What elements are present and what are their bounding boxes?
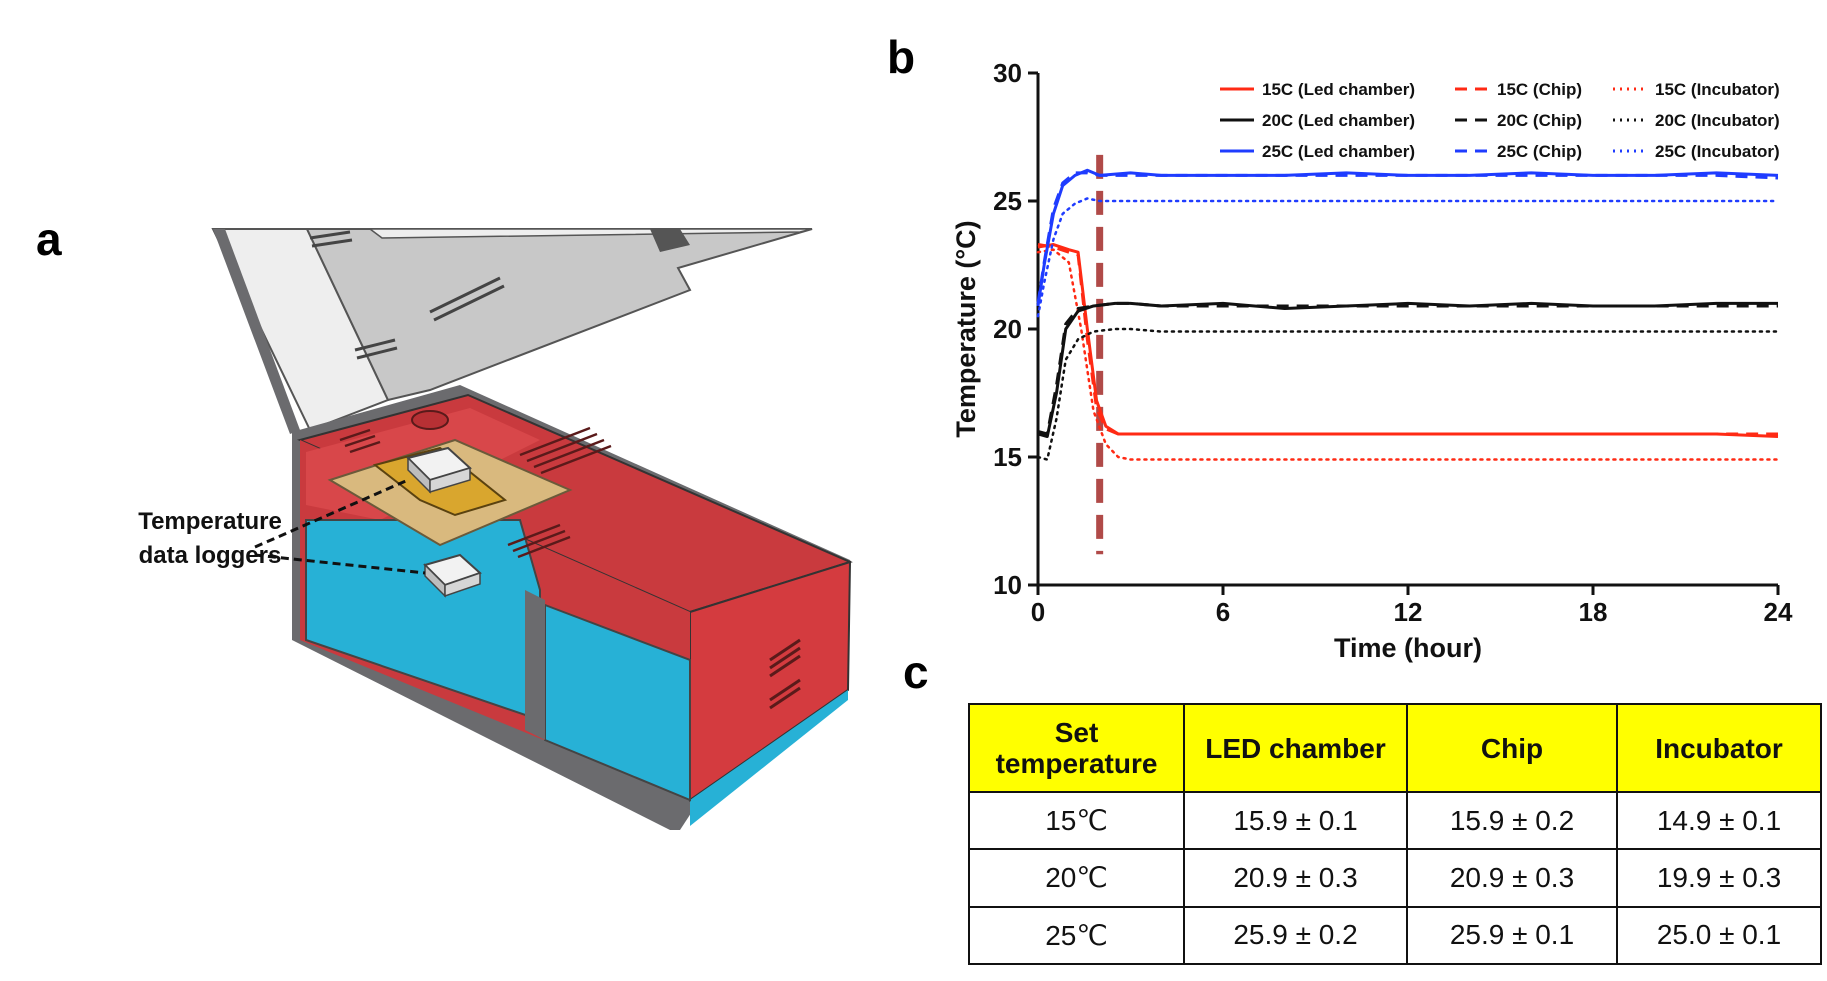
- legend-label: 20C (Incubator): [1655, 111, 1780, 130]
- legend-label: 15C (Led chamber): [1262, 80, 1415, 99]
- series-line: [1037, 301, 1778, 436]
- table-cell: 20℃: [968, 848, 1185, 908]
- y-tick-label: 25: [993, 186, 1022, 216]
- callout-line-1: Temperature: [138, 508, 282, 535]
- legend-label: 25C (Incubator): [1655, 142, 1780, 161]
- data-logger-lower: [423, 553, 482, 598]
- series-line: [1036, 327, 1780, 461]
- temperature-chart: 10 15 20 25 30 0 6 12 18 24 Time (hour) Temperature…: [951, 58, 1793, 663]
- x-axis-label: Time (hour): [1334, 633, 1482, 663]
- callout-leaders: [254, 478, 426, 575]
- series-line: [1037, 243, 1778, 436]
- header-chip: Chip: [1406, 703, 1618, 793]
- series-line: [1036, 171, 1779, 304]
- legend-label: 15C (Chip): [1497, 80, 1582, 99]
- top-vents: [339, 426, 612, 559]
- series-line: [1037, 301, 1778, 439]
- header-set-line-1: Set: [1054, 717, 1099, 748]
- panel-label-b: b: [887, 31, 916, 83]
- table-cell: 15.9 ± 0.2: [1406, 790, 1618, 851]
- device-illustration: [211, 228, 853, 830]
- table-cell: 15.9 ± 0.1: [1183, 790, 1408, 851]
- lid-latch: [650, 229, 690, 252]
- chart-axes: 10 15 20 25 30 0 6 12 18 24 Time (hour) Temperature…: [951, 58, 1793, 663]
- table-cell: 15℃: [968, 790, 1185, 851]
- series-line: [1037, 243, 1779, 439]
- summary-table: Set temperature LED chamber Chip Incubat…: [968, 703, 1822, 966]
- table-cell: 20.9 ± 0.3: [1406, 848, 1618, 908]
- y-tick-label: 10: [993, 570, 1022, 600]
- header-set-temperature: Set temperature: [968, 703, 1185, 793]
- table-cell: 25.9 ± 0.2: [1183, 905, 1408, 966]
- y-tick-label: 20: [993, 314, 1022, 344]
- legend-label: 20C (Led chamber): [1262, 111, 1415, 130]
- table-cell: 25.0 ± 0.1: [1616, 905, 1822, 966]
- x-tick-label: 6: [1216, 597, 1230, 627]
- panel-label-c: c: [903, 646, 929, 698]
- header-led-chamber: LED chamber: [1183, 703, 1408, 793]
- legend-label: 15C (Incubator): [1655, 80, 1780, 99]
- chart-legend: 15C (Led chamber) 15C (Chip) 15C (Incubato…: [1220, 80, 1780, 161]
- data-logger-upper: [406, 446, 472, 494]
- x-tick-label: 24: [1764, 597, 1793, 627]
- table-row: 15℃ 15.9 ± 0.1 15.9 ± 0.2 14.9 ± 0.1: [968, 790, 1822, 851]
- interior-divider: [525, 590, 545, 740]
- series-layer: [1036, 168, 1780, 461]
- x-tick-label: 12: [1394, 597, 1423, 627]
- series-line: [1036, 197, 1780, 318]
- table-row: 25℃ 25.9 ± 0.2 25.9 ± 0.1 25.0 ± 0.1: [968, 905, 1822, 966]
- table-cell: 20.9 ± 0.3: [1183, 848, 1408, 908]
- lid-vents: [309, 230, 505, 360]
- table-cell: 25.9 ± 0.1: [1406, 905, 1618, 966]
- x-tick-label: 0: [1031, 597, 1045, 627]
- table-row: 20℃ 20.9 ± 0.3 20.9 ± 0.3 19.9 ± 0.3: [968, 848, 1822, 908]
- series-line: [1036, 168, 1779, 307]
- callout-line-2: data loggers: [138, 542, 282, 569]
- legend-label: 20C (Chip): [1497, 111, 1582, 130]
- panel-label-a: a: [36, 213, 62, 265]
- legend-label: 25C (Chip): [1497, 142, 1582, 161]
- lid-hinge-edge: [213, 229, 300, 434]
- header-incubator: Incubator: [1616, 703, 1822, 793]
- x-tick-label: 18: [1579, 597, 1608, 627]
- series-line: [1036, 248, 1780, 461]
- header-set-line-2: temperature: [995, 748, 1158, 779]
- y-axis-label: Temperature (°C): [951, 220, 981, 437]
- housing-base-strip: [690, 690, 848, 826]
- side-vents: [769, 638, 801, 710]
- y-tick-label: 30: [993, 58, 1022, 88]
- y-tick-label: 15: [993, 442, 1022, 472]
- callout-temperature-data-loggers: Temperature data loggers: [120, 505, 300, 573]
- legend-label: 25C (Led chamber): [1262, 142, 1415, 161]
- table-header-row: Set temperature LED chamber Chip Incubat…: [968, 703, 1822, 793]
- table-cell: 14.9 ± 0.1: [1616, 790, 1822, 851]
- table-cell: 19.9 ± 0.3: [1616, 848, 1822, 908]
- top-port: [411, 410, 449, 430]
- table-cell: 25℃: [968, 905, 1185, 966]
